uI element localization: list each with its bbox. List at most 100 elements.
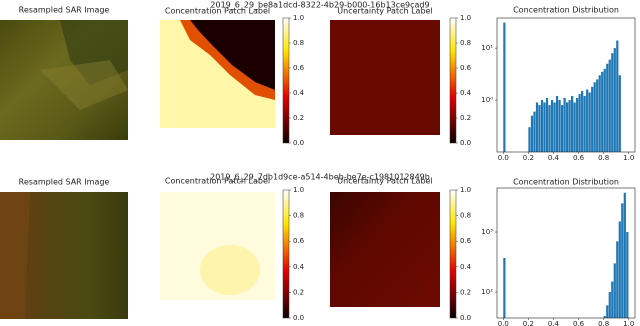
colorbar-tick-label: 0.0 <box>460 139 471 147</box>
hist-bar <box>606 305 609 318</box>
hist-bar <box>601 71 604 152</box>
hist-bar <box>598 75 601 152</box>
x-tick-label: 0.8 <box>598 320 609 326</box>
hist-bar <box>573 102 576 152</box>
x-tick-label: 0.4 <box>548 154 560 162</box>
hist-bar <box>563 97 566 152</box>
colorbar-tick-label: 0.2 <box>293 288 304 296</box>
y-tick-label: 10¹ <box>481 44 493 52</box>
colorbar-tick-label: 0.0 <box>293 139 304 147</box>
x-tick-label: 1.0 <box>623 154 634 162</box>
hist-bar <box>603 68 606 152</box>
hist-bar <box>616 40 619 152</box>
hist-bar <box>503 257 506 318</box>
hist-bar <box>530 115 534 152</box>
hist-bar <box>606 63 609 152</box>
hist-bar <box>535 102 539 152</box>
x-tick-label: 0.2 <box>523 154 534 162</box>
colorbar-tick-label: 0.4 <box>460 263 472 271</box>
x-tick-label: 0.6 <box>573 154 585 162</box>
colorbar <box>282 189 290 319</box>
hist-bar <box>553 102 556 152</box>
colorbar-tick-label: 0.4 <box>293 263 305 271</box>
hist-bar <box>613 48 616 152</box>
hist-bar <box>603 315 606 318</box>
hist-bar <box>593 82 596 152</box>
hist-bar <box>623 192 626 318</box>
colorbar-tick-label: 0.6 <box>460 237 472 245</box>
colorbar-tick-label: 0.8 <box>460 212 471 220</box>
plot-frame <box>496 17 636 153</box>
hist-bar <box>618 75 621 152</box>
hist-bar <box>538 105 541 152</box>
hist-bar <box>588 92 591 152</box>
figure-title: 2019_6_29_be8a1dcd-8322-4b29-b000-16b13c… <box>210 1 429 10</box>
panel-title: Concentration Patch Label <box>165 7 270 16</box>
x-tick-label: 1.0 <box>623 320 634 326</box>
hist-bar <box>568 100 571 152</box>
concentration-image <box>160 192 275 307</box>
hist-bar <box>540 100 544 152</box>
colorbar-tick-label: 0.0 <box>293 314 304 322</box>
x-tick-label: 0.0 <box>498 320 509 326</box>
hist-bar <box>555 95 559 152</box>
hist-bar <box>558 100 561 152</box>
colorbar-tick-label: 1.0 <box>460 186 471 194</box>
panel-title: Resampled SAR Image <box>19 178 110 187</box>
y-tick-label: 10² <box>481 288 493 296</box>
colorbar-tick-label: 0.2 <box>460 288 471 296</box>
concentration-image <box>160 20 275 135</box>
hist-bar <box>545 97 549 152</box>
hist-bar <box>548 105 551 152</box>
x-tick-label: 0.0 <box>498 154 509 162</box>
hist-bar <box>613 263 616 318</box>
y-tick-label: 10³ <box>481 228 493 236</box>
colorbar-tick-label: 1.0 <box>293 186 304 194</box>
uncertainty-image <box>330 192 440 307</box>
hist-bar <box>586 89 589 152</box>
figure-title: 2019_6_29_7db1d9ce-a514-4beb-be7e-c19810… <box>210 173 430 182</box>
colorbar-tick-label: 0.2 <box>293 114 304 122</box>
x-tick-label: 0.2 <box>523 320 534 326</box>
uncertainty-image <box>330 20 440 135</box>
hist-bar <box>528 127 531 152</box>
hist-bar <box>611 281 614 318</box>
colorbar-tick-label: 0.4 <box>293 89 305 97</box>
colorbar-tick-label: 0.8 <box>293 212 304 220</box>
hist-bar <box>566 102 569 152</box>
sar-image <box>0 192 128 319</box>
hist-bar <box>571 95 574 152</box>
y-tick-label: 10⁰ <box>481 96 493 104</box>
hist-bar <box>608 292 611 318</box>
hist-bar <box>608 59 611 153</box>
hist-bar <box>578 94 581 152</box>
hist-bar <box>533 111 536 152</box>
hist-bar <box>503 22 506 153</box>
hist-bar <box>581 90 584 152</box>
hist-bar <box>611 53 614 153</box>
x-tick-label: 0.6 <box>573 320 585 326</box>
hist-bar <box>621 203 624 318</box>
hist-bar <box>560 105 564 152</box>
colorbar-tick-label: 0.2 <box>460 114 471 122</box>
colorbar-tick-label: 0.8 <box>293 39 304 47</box>
hist-bar <box>596 79 599 152</box>
x-tick-label: 0.8 <box>598 154 609 162</box>
hist-bar <box>543 102 546 152</box>
colorbar-tick-label: 0.4 <box>460 89 472 97</box>
panel-title: Concentration Distribution <box>513 6 619 15</box>
x-tick-label: 0.4 <box>548 320 560 326</box>
hist-bar <box>626 231 629 318</box>
panel-title: Uncertainty Patch Label <box>337 7 432 16</box>
hist-bar <box>591 86 594 152</box>
colorbar-tick-label: 0.0 <box>460 314 471 322</box>
colorbar <box>282 17 290 144</box>
colorbar-tick-label: 1.0 <box>293 14 304 22</box>
hist-bar <box>583 95 586 152</box>
colorbar-tick-label: 1.0 <box>460 14 471 22</box>
panel-title: Resampled SAR Image <box>19 6 110 15</box>
hist-bar <box>576 97 579 152</box>
colorbar-tick-label: 0.6 <box>293 64 305 72</box>
colorbar-tick-label: 0.6 <box>293 237 305 245</box>
